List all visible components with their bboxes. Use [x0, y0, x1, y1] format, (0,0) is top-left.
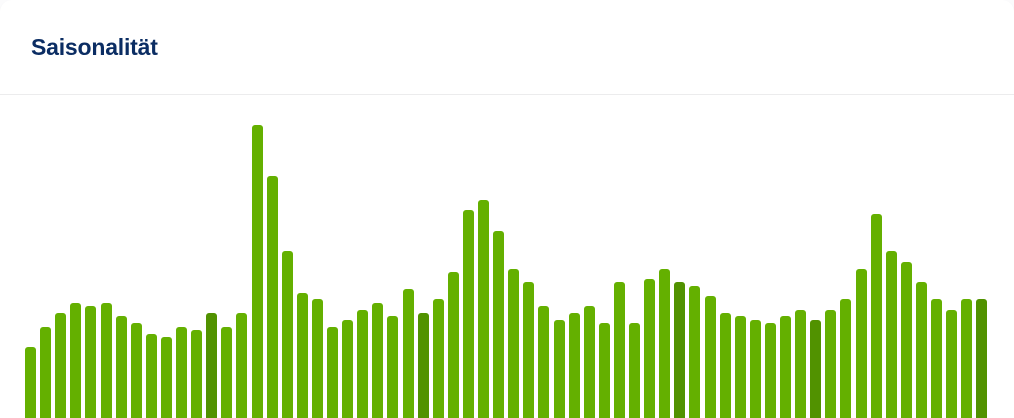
chart-bar[interactable] — [931, 299, 942, 418]
chart-bar[interactable] — [689, 285, 701, 418]
chart-bar[interactable] — [417, 313, 429, 418]
chart-bar[interactable] — [523, 282, 535, 418]
chart-bar[interactable] — [598, 323, 610, 418]
chart-bar[interactable] — [493, 230, 505, 418]
chart-bar[interactable] — [795, 309, 807, 418]
chart-bar[interactable] — [266, 176, 278, 418]
chart-bar[interactable] — [40, 326, 52, 418]
chart-bar[interactable] — [160, 336, 172, 418]
chart-bar[interactable] — [387, 316, 399, 418]
chart-bar[interactable] — [568, 313, 580, 418]
chart-bar[interactable] — [85, 306, 97, 418]
chart-bar[interactable] — [55, 313, 67, 418]
chart-bar[interactable] — [644, 278, 656, 418]
chart-bar[interactable] — [281, 251, 293, 418]
chart-bar[interactable] — [961, 299, 973, 418]
chart-bar[interactable] — [780, 316, 791, 418]
chart-bar[interactable] — [855, 268, 867, 418]
chart-bar[interactable] — [508, 268, 520, 418]
chart-bar[interactable] — [100, 302, 112, 418]
chart-bar[interactable] — [900, 261, 912, 418]
chart-bar[interactable] — [885, 251, 897, 418]
chart-bar[interactable] — [342, 319, 354, 418]
chart-bar[interactable] — [311, 299, 323, 418]
chart-bar[interactable] — [976, 299, 988, 418]
chart-bar[interactable] — [191, 330, 203, 418]
chart-bar[interactable] — [613, 282, 625, 418]
chart-bar[interactable] — [221, 326, 233, 418]
chart-bar[interactable] — [629, 323, 640, 418]
chart-bar[interactable] — [236, 313, 248, 418]
card-body — [0, 95, 1014, 418]
chart-bar[interactable] — [583, 306, 595, 418]
chart-bar[interactable] — [402, 289, 414, 418]
chart-bar[interactable] — [251, 125, 263, 418]
chart-bar[interactable] — [810, 319, 822, 418]
chart-bar[interactable] — [946, 309, 958, 418]
chart-bar[interactable] — [478, 200, 489, 418]
chart-bar[interactable] — [915, 282, 927, 418]
seasonality-chart — [25, 95, 1014, 418]
chart-bar[interactable] — [145, 333, 157, 418]
chart-bar[interactable] — [130, 323, 142, 418]
chart-bar[interactable] — [462, 210, 474, 418]
chart-bar[interactable] — [704, 295, 716, 418]
chart-bar[interactable] — [296, 292, 308, 418]
chart-bar[interactable] — [372, 302, 384, 418]
chart-plot-area — [25, 125, 990, 418]
chart-bar[interactable] — [447, 272, 459, 418]
chart-bar[interactable] — [25, 347, 36, 418]
chart-bar[interactable] — [674, 282, 686, 418]
chart-bar[interactable] — [734, 316, 746, 418]
chart-bar[interactable] — [115, 316, 127, 418]
chart-bar[interactable] — [432, 299, 444, 418]
chart-bar[interactable] — [764, 323, 776, 418]
chart-bar[interactable] — [719, 313, 731, 418]
chart-bar[interactable] — [870, 213, 882, 418]
chart-bar[interactable] — [70, 302, 82, 418]
chart-bar[interactable] — [327, 326, 338, 418]
chart-bar[interactable] — [659, 268, 671, 418]
chart-bar[interactable] — [840, 299, 852, 418]
page-title: Saisonalität — [31, 33, 158, 60]
chart-bar[interactable] — [176, 326, 187, 418]
chart-bar[interactable] — [553, 319, 565, 418]
chart-bar[interactable] — [538, 306, 550, 418]
chart-bar[interactable] — [825, 309, 837, 418]
chart-bar[interactable] — [749, 319, 761, 418]
card-header: Saisonalität — [0, 0, 1014, 95]
chart-bar[interactable] — [206, 313, 218, 418]
chart-bar[interactable] — [357, 309, 369, 418]
